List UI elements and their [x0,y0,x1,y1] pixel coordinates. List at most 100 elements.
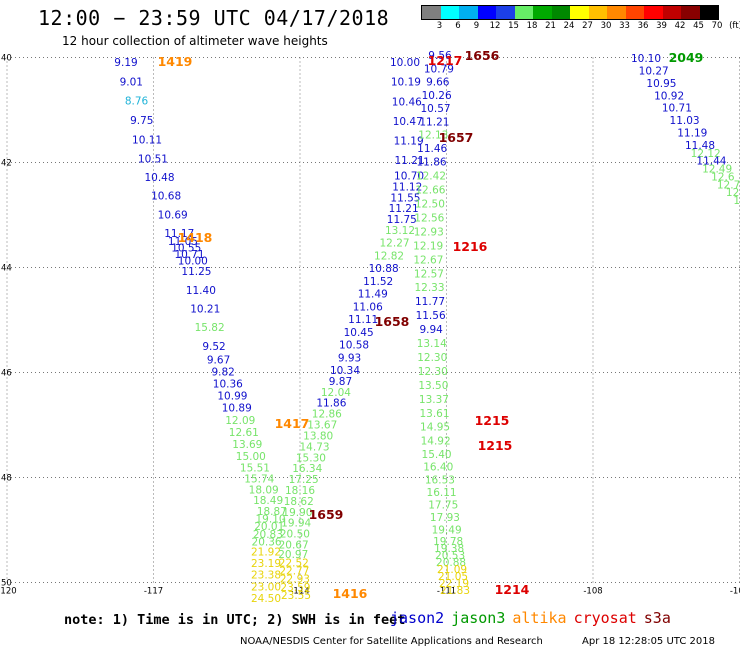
scale-label: 39 [656,21,667,31]
scale-label: 42 [674,21,686,31]
wave-height-value: 9.56 [428,50,452,62]
wave-height-value: 22.77 [279,565,309,577]
wave-height-value: 14.95 [420,422,450,434]
scale-label: 9 [473,21,480,31]
wave-height-value: 10.48 [144,172,174,184]
wave-height-value: 12.27 [380,238,410,250]
pass-number-label: 1658 [375,314,410,329]
wave-height-value: 20.53 [435,550,465,562]
wave-height-value: 10.26 [422,90,452,102]
scale-swatch [570,6,589,19]
wave-height-value: 18.09 [249,484,279,496]
color-scale-boxes [421,5,719,20]
wave-height-value: 12.42 [416,171,446,183]
wave-height-value: 11.77 [415,296,445,308]
wave-height-value: 15.00 [236,451,266,463]
wave-height-value: 12.49 [702,164,732,176]
wave-height-value: 11.86 [417,157,447,169]
wave-height-value: 13.80 [303,430,333,442]
pass-number-label: 1657 [439,130,474,145]
wave-height-value: 13.14 [417,338,447,350]
scale-swatch [644,6,663,19]
wave-height-value: 19.10 [256,514,286,526]
longitude-label: -117 [144,587,163,597]
wave-height-value: 12.19 [413,240,443,252]
wave-height-value: 9.67 [207,354,230,366]
wave-height-value: 9.01 [120,76,143,88]
pass-number-label: 1417 [275,416,310,431]
wave-height-value: 11.49 [358,289,388,301]
wave-height-value: 14.92 [421,436,451,448]
scale-swatch [625,6,644,19]
generated-timestamp: Apr 18 12:28:05 UTC 2018 [582,636,715,647]
scale-label: 36 [637,21,649,31]
wave-height-value: 15.82 [195,322,225,334]
wave-height-value: 19.38 [434,543,464,555]
wave-height-value: 10.19 [391,77,421,89]
wave-height-value: 10.95 [646,78,676,90]
wave-height-value: 16.34 [292,463,322,475]
sat-legend-cryosat: cryosat [573,609,637,627]
wave-height-value: 9.94 [419,324,443,336]
wave-height-value: 12.7 [717,179,740,191]
wave-height-value: 10.71 [662,103,692,115]
longitude-label: -120 [0,587,17,597]
wave-height-value: 8.76 [125,96,149,108]
scale-swatch [533,6,552,19]
wave-height-value: 19.49 [432,525,462,537]
wave-height-value: 10.92 [654,90,684,102]
wave-height-value: 21.83 [440,585,470,597]
wave-height-value: 13.61 [419,408,449,420]
wave-height-value: 12.13 [418,130,448,142]
wave-height-value: 12.67 [413,254,443,266]
wave-height-value: 10.11 [132,134,162,146]
wave-height-value: 20.83 [253,529,283,541]
latitude-label: 46 [1,369,12,379]
wave-height-value: 10.45 [344,327,374,339]
wave-height-value: 11.21 [395,155,425,167]
pass-number-label: 1418 [178,230,213,245]
wave-height-value: 12 [733,195,740,207]
footer-note: note: 1) Time is in UTC; 2) SWH is in fe… [64,612,406,628]
longitude-label: -111 [437,587,456,597]
wave-height-value: 12.61 [229,427,259,439]
scale-label: 12 [489,21,501,31]
longitude-label: -105 [730,587,740,597]
scale-swatch [588,6,607,19]
wave-height-value: 11.21 [419,116,449,128]
scale-swatch [496,6,515,19]
wave-height-value: 12. [726,187,740,199]
wave-height-value: 23.00 [251,581,281,593]
sat-legend-jason2: jason2 [390,609,445,627]
pass-number-label: 1215 [478,438,513,453]
wave-height-value: 13.67 [307,420,337,432]
wave-height-value: 9.87 [329,376,352,388]
wave-height-value: 10.00 [390,57,420,69]
wave-height-value: 13.37 [419,394,449,406]
scale-label: 6 [455,21,461,31]
credit-text: NOAA/NESDIS Center for Satellite Applica… [240,636,543,647]
wave-height-value: 10.47 [393,116,423,128]
wave-height-value: 12.57 [414,268,444,280]
wave-height-value: 9.19 [114,57,137,69]
latitude-label: 42 [1,159,12,169]
pass-number-label: 1659 [309,507,344,522]
wave-height-value: 20.36 [252,537,282,549]
wave-height-value: 10.57 [421,103,451,115]
wave-height-value: 12.82 [374,250,404,262]
wave-height-value: 9.75 [130,115,153,127]
wave-height-value: 11.44 [696,156,726,168]
wave-height-value: 11.05 [168,236,198,248]
latitude-label: 48 [1,474,12,484]
wave-height-value: 16.11 [427,487,457,499]
wave-height-value: 11.86 [316,398,346,410]
scale-swatch [662,6,681,19]
wave-height-value: 10.34 [330,365,360,377]
wave-height-value: 22.19 [439,578,469,590]
wave-height-value: 12.50 [415,198,445,210]
wave-height-value: 10.68 [151,191,181,203]
wave-height-value: 10.10 [631,53,661,65]
wave-height-value: 12.56 [414,212,444,224]
